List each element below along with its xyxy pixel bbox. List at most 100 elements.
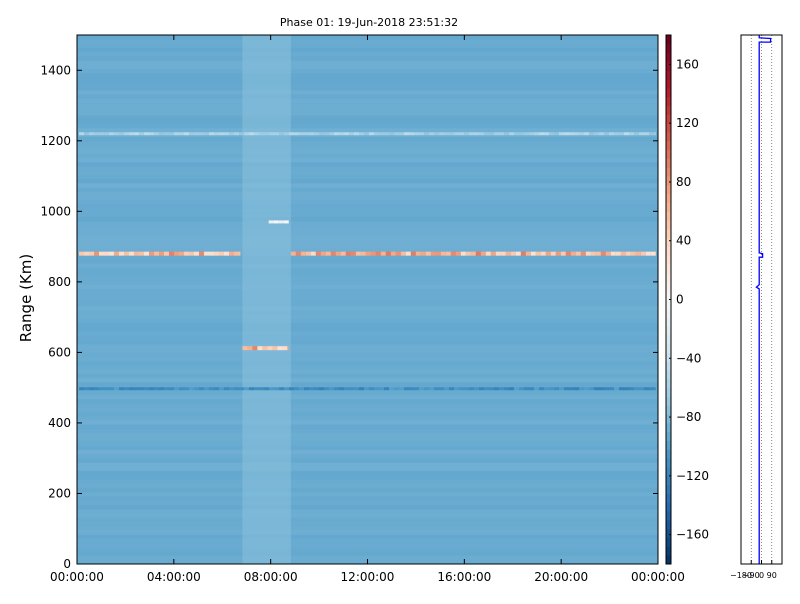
heatmap-cell (311, 252, 316, 256)
heatmap-cell (254, 387, 259, 390)
heatmap-cell (359, 387, 364, 390)
heatmap-cell (164, 132, 169, 135)
range-gate-band (77, 416, 658, 421)
colorbar-cell (666, 493, 671, 502)
heatmap-cell (279, 220, 284, 223)
colorbar-cell (666, 449, 671, 458)
range-gate-band (77, 319, 658, 324)
heatmap-cell (174, 252, 179, 256)
colorbar-cell (666, 511, 671, 520)
heatmap-cell (174, 132, 179, 135)
heatmap-cell (364, 132, 369, 135)
x-tick-label: 00:00:00 (631, 570, 685, 584)
heatmap-cell (184, 387, 189, 390)
colorbar-cell (666, 194, 671, 203)
range-gate-band (77, 293, 658, 298)
colorbar-cell (666, 441, 671, 450)
heatmap-cell (219, 252, 224, 256)
range-gate-band (77, 111, 658, 116)
range-gate-band (77, 327, 658, 332)
range-gate-band (77, 255, 658, 260)
colorbar-cell (666, 229, 671, 238)
range-gate-band (77, 149, 658, 154)
heatmap-cell (569, 387, 574, 390)
heatmap-cell (89, 387, 94, 390)
range-gate-band (77, 530, 658, 535)
range-gate-band (77, 213, 658, 218)
heatmap-cell (277, 346, 282, 350)
heatmap-cell (319, 387, 324, 390)
heatmap-cell (646, 252, 651, 256)
heatmap-cell (344, 387, 349, 390)
heatmap-cell (284, 220, 289, 223)
range-gate-band (77, 399, 658, 404)
heatmap-cell (599, 132, 604, 135)
colorbar-cell (666, 282, 671, 291)
colorbar-cell (666, 255, 671, 264)
heatmap-cell (269, 387, 274, 390)
heatmap-cell (89, 132, 94, 135)
heatmap-cell (601, 252, 606, 256)
range-gate-band (77, 479, 658, 484)
heatmap-cell (456, 252, 461, 256)
heatmap-cell (639, 387, 644, 390)
y-tick-label: 600 (48, 345, 71, 359)
heatmap-cell (259, 132, 264, 135)
heatmap-cell (249, 387, 254, 390)
colorbar-cell (666, 326, 671, 335)
heatmap-cell (574, 387, 579, 390)
range-gate-band (77, 56, 658, 61)
range-gate-band (77, 361, 658, 366)
heatmap-cell (524, 132, 529, 135)
heatmap-cell (326, 252, 331, 256)
range-gate-band (77, 335, 658, 340)
heatmap-cell (214, 252, 219, 256)
heatmap-cell (621, 252, 626, 256)
heatmap-cell (174, 387, 179, 390)
heatmap-cell (306, 252, 311, 256)
heatmap-cell (104, 132, 109, 135)
heatmap-cell (484, 387, 489, 390)
heatmap-cell (349, 132, 354, 135)
heatmap-cell (591, 252, 596, 256)
heatmap-cell (287, 346, 288, 350)
heatmap-cell (279, 387, 284, 390)
range-gate-band (77, 128, 658, 133)
range-gate-band (77, 242, 658, 247)
range-gate-band (77, 496, 658, 501)
heatmap-cell (366, 252, 371, 256)
range-gate-band (77, 65, 658, 70)
range-gate-band (77, 285, 658, 290)
heatmap-cell (339, 132, 344, 135)
heatmap-cell (484, 132, 489, 135)
range-gate-band (77, 48, 658, 53)
heatmap-cell (224, 132, 229, 135)
heatmap-cell (149, 387, 154, 390)
heatmap-cell (394, 132, 399, 135)
x-tick-label: 12:00:00 (341, 570, 395, 584)
colorbar-cell (666, 114, 671, 123)
colorbar-cell (666, 361, 671, 370)
heatmap-cell (584, 132, 589, 135)
heatmap-cell (636, 252, 641, 256)
range-gate-band (77, 382, 658, 387)
colorbar-cell (666, 70, 671, 79)
heatmap-cell (224, 252, 229, 256)
heatmap-cell (566, 252, 571, 256)
heatmap-cell (229, 132, 234, 135)
range-gate-band (77, 505, 658, 510)
range-gate-band (77, 289, 658, 294)
range-gate-band (77, 323, 658, 328)
heatmap-cell (421, 252, 426, 256)
heatmap-cell (134, 132, 139, 135)
heatmap-cell (611, 252, 616, 256)
heatmap-cell (494, 132, 499, 135)
y-axis-label: Range (Km) (17, 254, 35, 342)
heatmap-cell (541, 252, 546, 256)
heatmap-cell (274, 220, 279, 223)
heatmap-cell (119, 252, 124, 256)
heatmap-cell (619, 132, 624, 135)
heatmap-cell (134, 252, 139, 256)
colorbar-tick-label: 0 (676, 293, 684, 307)
range-gate-band (77, 547, 658, 552)
